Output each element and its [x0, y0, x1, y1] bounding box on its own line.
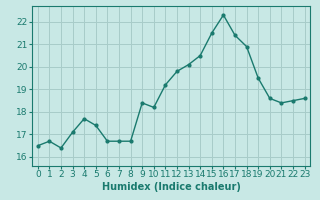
- X-axis label: Humidex (Indice chaleur): Humidex (Indice chaleur): [102, 182, 241, 192]
